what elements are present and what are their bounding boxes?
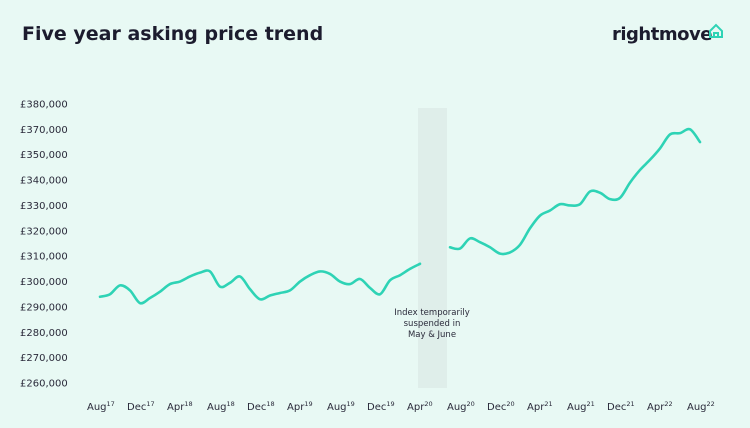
x-tick-year: 19 [347,400,355,408]
x-tick-year: 18 [266,400,274,408]
x-tick-label: Aug21 [567,400,595,413]
y-tick-label: £320,000 [20,226,68,237]
x-tick-month: Aug [207,402,227,413]
x-tick-year: 20 [506,400,514,408]
y-tick-label: £370,000 [20,125,68,136]
x-tick-year: 21 [544,400,552,408]
y-tick-label: £330,000 [20,201,68,212]
x-tick-year: 18 [184,400,192,408]
x-tick-label: Dec21 [607,400,635,413]
brand-logo: rightmove [612,24,712,45]
y-tick-label: £380,000 [20,100,68,111]
chart-title: Five year asking price trend [22,23,323,45]
x-tick-month: Aug [327,402,347,413]
x-tick-month: Aug [87,402,107,413]
x-tick-label: Aug17 [87,400,115,413]
x-tick-month: Dec [367,402,386,413]
price-line [98,127,702,305]
y-tick-label: £290,000 [20,302,68,313]
y-tick-label: £350,000 [20,150,68,161]
y-tick-label: £260,000 [20,379,68,390]
x-tick-label: Dec20 [487,400,515,413]
x-tick-label: Aug20 [447,400,475,413]
x-tick-year: 17 [146,400,154,408]
x-tick-label: Aug22 [687,400,715,413]
y-tick-label: £270,000 [20,353,68,364]
x-tick-month: Aug [447,402,467,413]
annotation: suspended in [404,319,461,329]
x-tick-year: 19 [386,400,394,408]
x-tick-label: Dec17 [127,400,155,413]
x-tick-label: Apr22 [647,400,673,413]
x-tick-year: 21 [587,400,595,408]
y-tick-label: £300,000 [20,277,68,288]
x-tick-label: Apr18 [167,400,193,413]
x-tick-year: 21 [626,400,634,408]
x-tick-month: Aug [567,402,587,413]
x-tick-month: Apr [527,402,545,413]
x-tick-month: Apr [407,402,425,413]
x-tick-month: Apr [287,402,305,413]
x-tick-label: Apr19 [287,400,313,413]
suspension-band [418,108,447,388]
x-tick-month: Dec [487,402,506,413]
annotation: Index temporarily [394,308,470,318]
x-tick-year: 20 [424,400,432,408]
y-tick-label: £310,000 [20,252,68,263]
x-tick-month: Dec [127,402,146,413]
x-tick-month: Apr [167,402,185,413]
x-tick-label: Apr20 [407,400,433,413]
x-tick-month: Dec [607,402,626,413]
x-tick-label: Aug19 [327,400,355,413]
x-tick-month: Dec [247,402,266,413]
x-tick-label: Aug18 [207,400,235,413]
annotation: May & June [408,330,456,340]
x-tick-year: 18 [227,400,235,408]
y-tick-label: £340,000 [20,176,68,187]
y-tick-label: £280,000 [20,328,68,339]
x-tick-year: 20 [467,400,475,408]
x-tick-year: 22 [707,400,715,408]
x-tick-label: Apr21 [527,400,553,413]
x-tick-label: Dec19 [367,400,395,413]
x-tick-label: Dec18 [247,400,275,413]
x-tick-year: 17 [107,400,115,408]
x-tick-year: 22 [664,400,672,408]
x-tick-month: Apr [647,402,665,413]
x-tick-month: Aug [687,402,707,413]
logo-icon [709,23,723,38]
x-tick-year: 19 [304,400,312,408]
